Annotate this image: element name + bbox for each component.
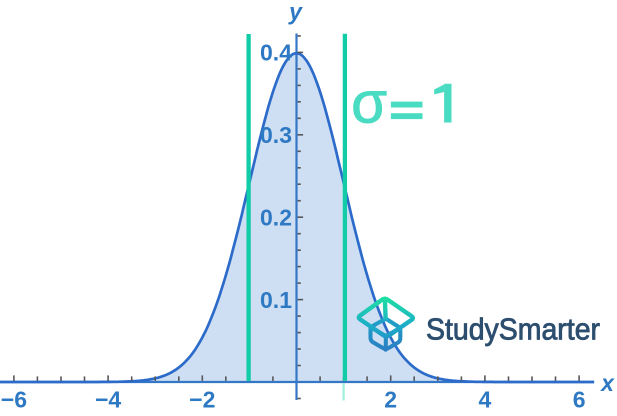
- svg-text:StudySmarter: StudySmarter: [426, 312, 600, 347]
- svg-text:2: 2: [384, 387, 397, 412]
- svg-text:6: 6: [573, 387, 586, 412]
- svg-text:σ: σ: [351, 71, 387, 136]
- svg-text:−6: −6: [1, 387, 27, 412]
- svg-text:0.4: 0.4: [260, 40, 292, 66]
- svg-text:4: 4: [479, 387, 492, 412]
- svg-text:x: x: [599, 370, 615, 396]
- svg-text:y: y: [288, 0, 303, 24]
- svg-text:−4: −4: [95, 387, 121, 412]
- svg-text:0.1: 0.1: [260, 287, 292, 313]
- svg-text:0.3: 0.3: [260, 122, 292, 148]
- svg-text:−2: −2: [189, 387, 215, 412]
- svg-text:0.2: 0.2: [260, 204, 292, 230]
